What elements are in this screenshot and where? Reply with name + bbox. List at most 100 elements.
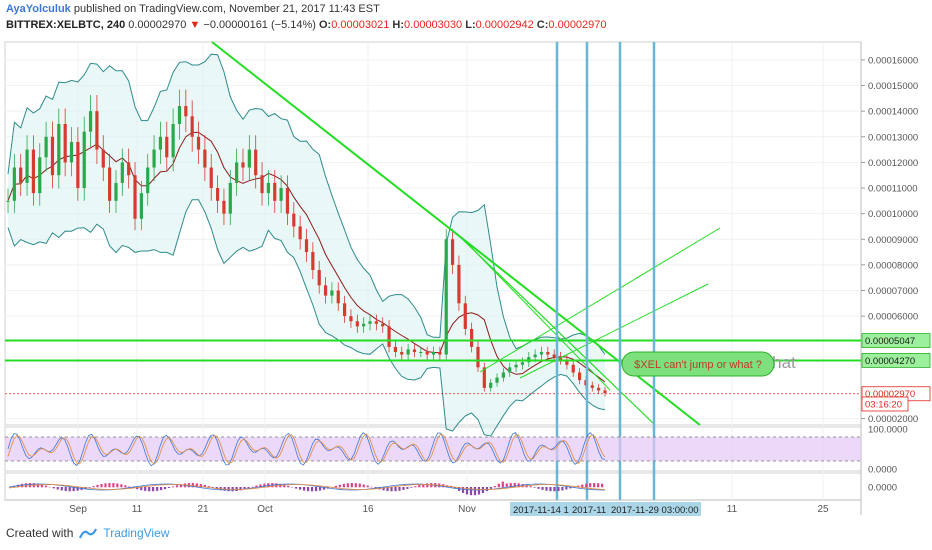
macd-histogram-bar	[156, 487, 159, 491]
candle-body	[165, 136, 169, 158]
macd-histogram-bar	[593, 483, 596, 488]
candle-body	[241, 162, 245, 168]
publish-info: published on TradingView.com, November 2…	[73, 3, 380, 15]
candle-body	[247, 149, 251, 168]
annotation-text: $XEL can't jump or what ?	[634, 359, 762, 371]
candle-body	[406, 349, 410, 355]
macd-tick-label: 0.0000	[868, 483, 897, 494]
high-value: 0.00003030	[404, 19, 463, 31]
time-axis: Sep 11 21 Oct 16 Nov 11 25 2017-11-14 1 2017-11 20…	[69, 502, 829, 516]
annotation-callout[interactable]: or what $XEL can't jump or what ?	[621, 351, 796, 377]
macd-indicator: 0.0000	[8, 481, 897, 496]
candle-body	[38, 157, 42, 194]
candle-body	[76, 141, 80, 189]
macd-histogram-bar	[108, 483, 111, 488]
x-tick-label: 16	[362, 504, 374, 515]
macd-histogram-bar	[549, 487, 552, 492]
macd-histogram-bar	[144, 487, 147, 491]
candle-body	[393, 346, 398, 352]
candle-body	[228, 182, 232, 214]
macd-histogram-bar	[545, 487, 548, 491]
candle-body	[171, 123, 175, 158]
low-value: 0.00002942	[475, 19, 534, 31]
macd-histogram-bar	[310, 487, 314, 492]
candle-body	[457, 264, 461, 304]
macd-histogram-bar	[64, 487, 67, 492]
macd-histogram-bar	[299, 487, 302, 490]
price-label-box	[861, 353, 931, 368]
macd-histogram-bar	[159, 487, 163, 491]
candle-body	[50, 136, 55, 176]
price-label-text: 0.00005047	[865, 336, 915, 347]
macd-histogram-bar	[338, 484, 341, 488]
candle-body	[31, 149, 36, 194]
macd-histogram-bar	[175, 485, 179, 488]
candle-body	[400, 351, 404, 355]
macd-histogram-bar	[36, 483, 40, 488]
symbol-name[interactable]: BITTREX:XELBTC, 240	[6, 19, 126, 31]
price-chart[interactable]: 100.0000 0.0000 0.0000 0.00016000 0.000150…	[0, 0, 932, 520]
candle-body	[514, 364, 518, 368]
macd-histogram-bar	[191, 483, 194, 488]
candle-body	[368, 321, 372, 324]
candle-body	[304, 239, 309, 253]
macd-histogram-bar	[358, 483, 361, 488]
candle-body	[266, 182, 270, 194]
close-label: C:	[536, 19, 549, 31]
candle-body	[508, 367, 512, 373]
close-value: 0.00002970	[548, 19, 607, 31]
macd-histogram-bar	[24, 483, 28, 488]
candle-body	[387, 326, 391, 347]
candle-body	[82, 131, 86, 189]
author-link[interactable]: AyaYolculuk	[6, 3, 71, 15]
macd-histogram-bar	[40, 484, 43, 488]
candle-body	[489, 382, 493, 388]
macd-histogram-bar	[402, 487, 405, 490]
low-label: L:	[465, 19, 476, 31]
macd-histogram-bar	[100, 484, 103, 488]
tradingview-link[interactable]: TradingView	[103, 526, 170, 540]
down-arrow-icon: ▼	[189, 19, 201, 31]
macd-histogram-bar	[529, 486, 532, 488]
macd-histogram-bar	[140, 487, 143, 491]
created-with-text: Created with	[6, 526, 74, 540]
y-tick-label: 0.00010000	[868, 209, 918, 220]
macd-histogram-bar	[195, 483, 198, 488]
candle-body	[590, 385, 594, 388]
price-label-text: 0.00004270	[865, 356, 915, 367]
macd-histogram-bar	[314, 487, 318, 492]
candle-body	[133, 175, 137, 219]
macd-histogram-bar	[303, 487, 306, 491]
macd-histogram-bar	[88, 487, 91, 488]
macd-histogram-bar	[394, 487, 397, 492]
candle-body	[362, 323, 366, 327]
rsi-band-fill	[5, 437, 861, 461]
candle-body	[343, 303, 347, 317]
rsi-indicator: 100.0000 0.0000	[5, 425, 908, 476]
candle-body	[349, 316, 353, 322]
macd-histogram-bar	[493, 486, 496, 488]
macd-pane[interactable]	[4, 472, 862, 501]
candle-body	[190, 116, 194, 137]
moving-average	[7, 131, 606, 383]
macd-histogram-bar	[235, 487, 238, 491]
macd-histogram-bar	[386, 487, 389, 491]
macd-histogram-bar	[489, 487, 492, 489]
candle-body	[235, 162, 239, 183]
macd-histogram-bar	[68, 487, 71, 492]
candle-body	[12, 167, 16, 201]
candle-body	[88, 111, 93, 132]
macd-histogram-bar	[565, 487, 568, 490]
candle-body	[25, 149, 29, 183]
candle-body	[495, 377, 499, 383]
date-label-box	[569, 502, 609, 516]
candle-body	[108, 167, 112, 201]
candle-body	[539, 351, 544, 355]
macd-histogram-bar	[275, 483, 278, 488]
macd-histogram-bar	[501, 481, 504, 488]
rsi-tick-label: 100.0000	[868, 425, 908, 436]
open-label: O:	[319, 19, 332, 31]
candle-body	[114, 182, 118, 201]
x-tick-label: Nov	[458, 504, 476, 515]
candle-body	[323, 285, 328, 296]
